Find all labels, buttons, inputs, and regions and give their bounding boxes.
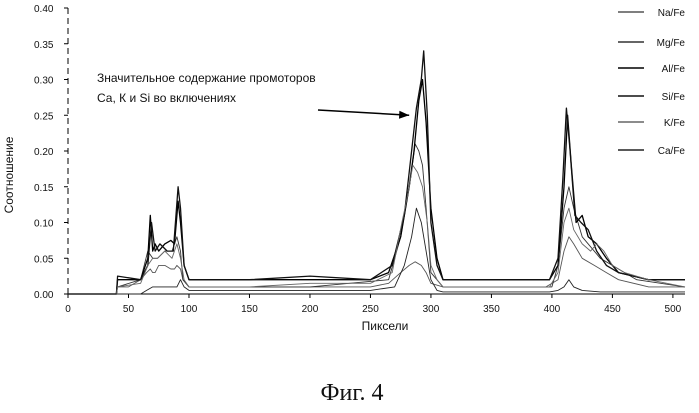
x-tick-label: 50 bbox=[123, 304, 135, 315]
legend-label: Na/Fe bbox=[658, 8, 686, 19]
y-tick-label: 0.25 bbox=[34, 111, 54, 122]
y-tick-label: 0.15 bbox=[34, 183, 54, 194]
series-line-si-fe bbox=[68, 51, 685, 294]
series-line-al-fe bbox=[68, 80, 685, 295]
annotation-arrow bbox=[318, 110, 409, 115]
legend: Na/Fe Mg/Fe Al/Fe Si/Fe K/Fe Ca/Fe bbox=[618, 8, 685, 157]
x-tick-label: 450 bbox=[604, 304, 621, 315]
y-axis-ticks: 0.00 0.05 0.10 0.15 0.20 0.25 0.30 0.35 0.40 bbox=[34, 4, 68, 301]
x-tick-label: 350 bbox=[483, 304, 500, 315]
y-tick-label: 0.30 bbox=[34, 76, 54, 87]
legend-label: Si/Fe bbox=[662, 92, 686, 103]
legend-label: K/Fe bbox=[664, 118, 686, 129]
series-layer bbox=[68, 51, 685, 294]
legend-label: Ca/Fe bbox=[658, 146, 686, 157]
legend-label: Mg/Fe bbox=[657, 38, 686, 49]
annotation: Значительное содержание промоторов Са, К… bbox=[97, 71, 409, 119]
figure-caption: Фиг. 4 bbox=[321, 380, 384, 406]
x-tick-label: 200 bbox=[302, 304, 319, 315]
x-axis-title: Пиксели bbox=[362, 319, 409, 333]
x-tick-label: 250 bbox=[362, 304, 379, 315]
series-line-k-fe bbox=[68, 165, 685, 294]
x-tick-label: 100 bbox=[181, 304, 198, 315]
y-tick-label: 0.35 bbox=[34, 40, 54, 51]
annotation-line-2: Са, К и Si во включениях bbox=[97, 91, 236, 105]
y-tick-label: 0.10 bbox=[34, 219, 54, 230]
series-line-mg-fe bbox=[68, 144, 685, 294]
x-tick-label: 400 bbox=[544, 304, 561, 315]
x-tick-label: 300 bbox=[423, 304, 440, 315]
y-axis-title: Соотношение bbox=[2, 136, 16, 213]
x-tick-label: 500 bbox=[665, 304, 682, 315]
x-tick-label: 0 bbox=[65, 304, 71, 315]
legend-label: Al/Fe bbox=[662, 64, 686, 75]
y-tick-label: 0.00 bbox=[34, 290, 54, 301]
annotation-line-1: Значительное содержание промоторов bbox=[97, 71, 316, 85]
y-tick-label: 0.05 bbox=[34, 254, 54, 265]
x-axis-ticks: 0 50 100 150 200 250 300 350 400 450 500 bbox=[65, 294, 681, 315]
x-tick-label: 150 bbox=[241, 304, 258, 315]
y-tick-label: 0.20 bbox=[34, 147, 54, 158]
plot-area: 0.00 0.05 0.10 0.15 0.20 0.25 0.30 0.35 0.40 0 50… bbox=[34, 4, 685, 315]
annotation-arrowhead bbox=[399, 111, 409, 119]
y-tick-label: 0.40 bbox=[34, 4, 54, 15]
